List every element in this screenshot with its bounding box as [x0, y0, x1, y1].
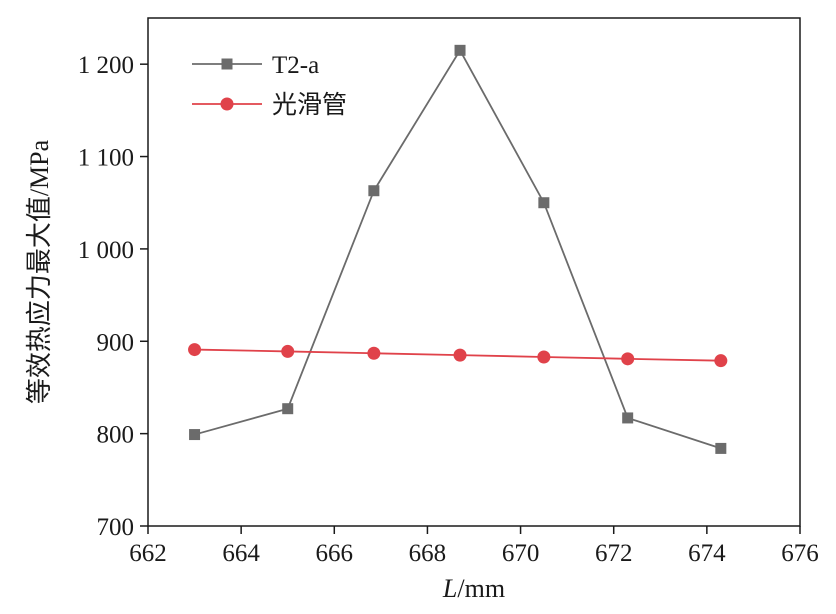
legend: T2-a 光滑管 [192, 52, 347, 119]
x-tick-label: 668 [409, 540, 447, 567]
x-tick-label: 670 [502, 540, 540, 567]
data-point [367, 346, 381, 360]
data-point [621, 352, 635, 366]
data-point [714, 354, 728, 368]
x-axis-title-unit: /mm [457, 574, 505, 603]
legend-label: T2-a [272, 52, 319, 79]
plot-frame [147, 17, 801, 527]
y-tick-label: 700 [97, 514, 135, 541]
data-point [537, 350, 551, 364]
x-tick-label: 672 [595, 540, 633, 567]
data-point [188, 343, 202, 357]
x-tick-label: 664 [222, 540, 260, 567]
y-tick-label: 1 100 [78, 145, 134, 172]
y-tick-label: 1 000 [78, 237, 134, 264]
data-point [189, 429, 201, 441]
x-axis-title-variable: L [442, 574, 457, 603]
x-tick-label: 666 [316, 540, 354, 567]
data-point [282, 403, 294, 415]
data-point [281, 344, 295, 358]
data-point [368, 185, 380, 197]
x-tick-label: 662 [129, 540, 167, 567]
y-tick-label: 800 [97, 422, 135, 449]
data-point [453, 348, 467, 362]
data-point [622, 412, 634, 424]
y-axis-title: 等效热应力最大值/MPa [25, 139, 54, 404]
data-point [454, 44, 466, 56]
series-smooth-tube [188, 343, 728, 368]
data-point [715, 442, 727, 454]
y-tick-label: 1 200 [78, 52, 134, 79]
x-tick-label: 676 [781, 540, 819, 567]
series-t2-a [189, 44, 727, 454]
y-tick-label: 900 [97, 329, 135, 356]
x-axis-title: L/mm [442, 574, 505, 603]
legend-label: 光滑管 [272, 91, 347, 119]
series-layer [188, 44, 728, 454]
legend-marker [221, 58, 233, 70]
data-point [538, 197, 550, 209]
x-axis: 662 664 666 668 670 672 674 676 [129, 526, 819, 567]
y-axis: 700 800 900 1 000 1 100 1 200 [78, 52, 148, 541]
x-tick-label: 674 [688, 540, 726, 567]
legend-marker [220, 97, 234, 111]
